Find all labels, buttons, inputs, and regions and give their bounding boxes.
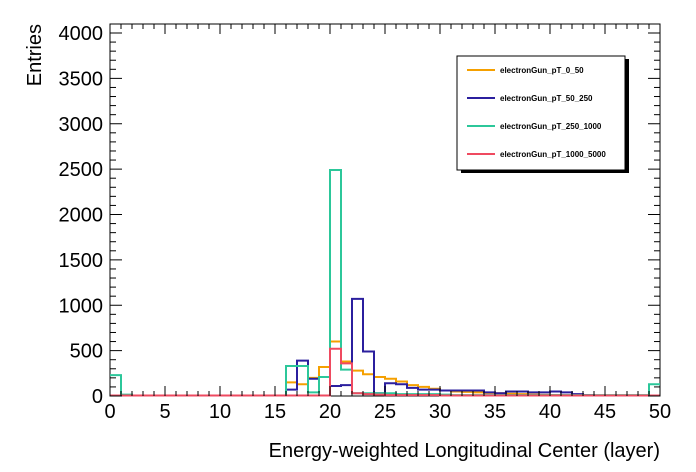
- x-tick-label: 25: [374, 401, 396, 423]
- series-electrongun-pt-250-1000: [110, 169, 660, 397]
- x-axis-title: Energy-weighted Longitudinal Center (lay…: [269, 440, 660, 462]
- y-tick-label: 3000: [59, 114, 104, 136]
- y-tick-label: 2500: [59, 159, 104, 181]
- series-layer: [110, 169, 660, 397]
- legend-items: electronGun_pT_0_50 electronGun_pT_50_250…: [467, 66, 606, 159]
- legend: electronGun_pT_0_50 electronGun_pT_50_250…: [456, 55, 629, 173]
- y-tick-label: 1500: [59, 250, 104, 272]
- axis-layer: 0 5 10 15 20 25 30 35 40 45 5005001000150020002500…: [59, 23, 672, 423]
- y-tick-label: 1000: [59, 295, 104, 317]
- x-tick-label: 35: [484, 401, 506, 423]
- x-tick-label: 40: [539, 401, 561, 423]
- y-axis-title: Entries: [24, 24, 46, 86]
- legend-label: electronGun_pT_0_50: [500, 66, 584, 75]
- legend-label: electronGun_pT_1000_5000: [500, 150, 606, 159]
- legend-box: [456, 55, 626, 171]
- series-electrongun-pt-50-250: [110, 297, 660, 397]
- x-tick-label: 30: [429, 401, 451, 423]
- x-tick-label: 5: [159, 401, 170, 423]
- y-tick-label: 2000: [59, 205, 104, 227]
- x-tick-label: 45: [594, 401, 616, 423]
- legend-label: electronGun_pT_250_1000: [500, 122, 602, 131]
- x-tick-label: 0: [104, 401, 115, 423]
- x-tick-label: 15: [264, 401, 286, 423]
- y-tick-label: 3500: [59, 68, 104, 90]
- x-tick-label: 20: [319, 401, 341, 423]
- y-tick-label: 4000: [59, 23, 104, 45]
- x-tick-label: 50: [649, 401, 671, 423]
- legend-label: electronGun_pT_50_250: [500, 94, 593, 103]
- y-tick-label: 500: [70, 341, 103, 363]
- x-tick-label: 10: [209, 401, 231, 423]
- y-tick-label: 0: [92, 386, 103, 408]
